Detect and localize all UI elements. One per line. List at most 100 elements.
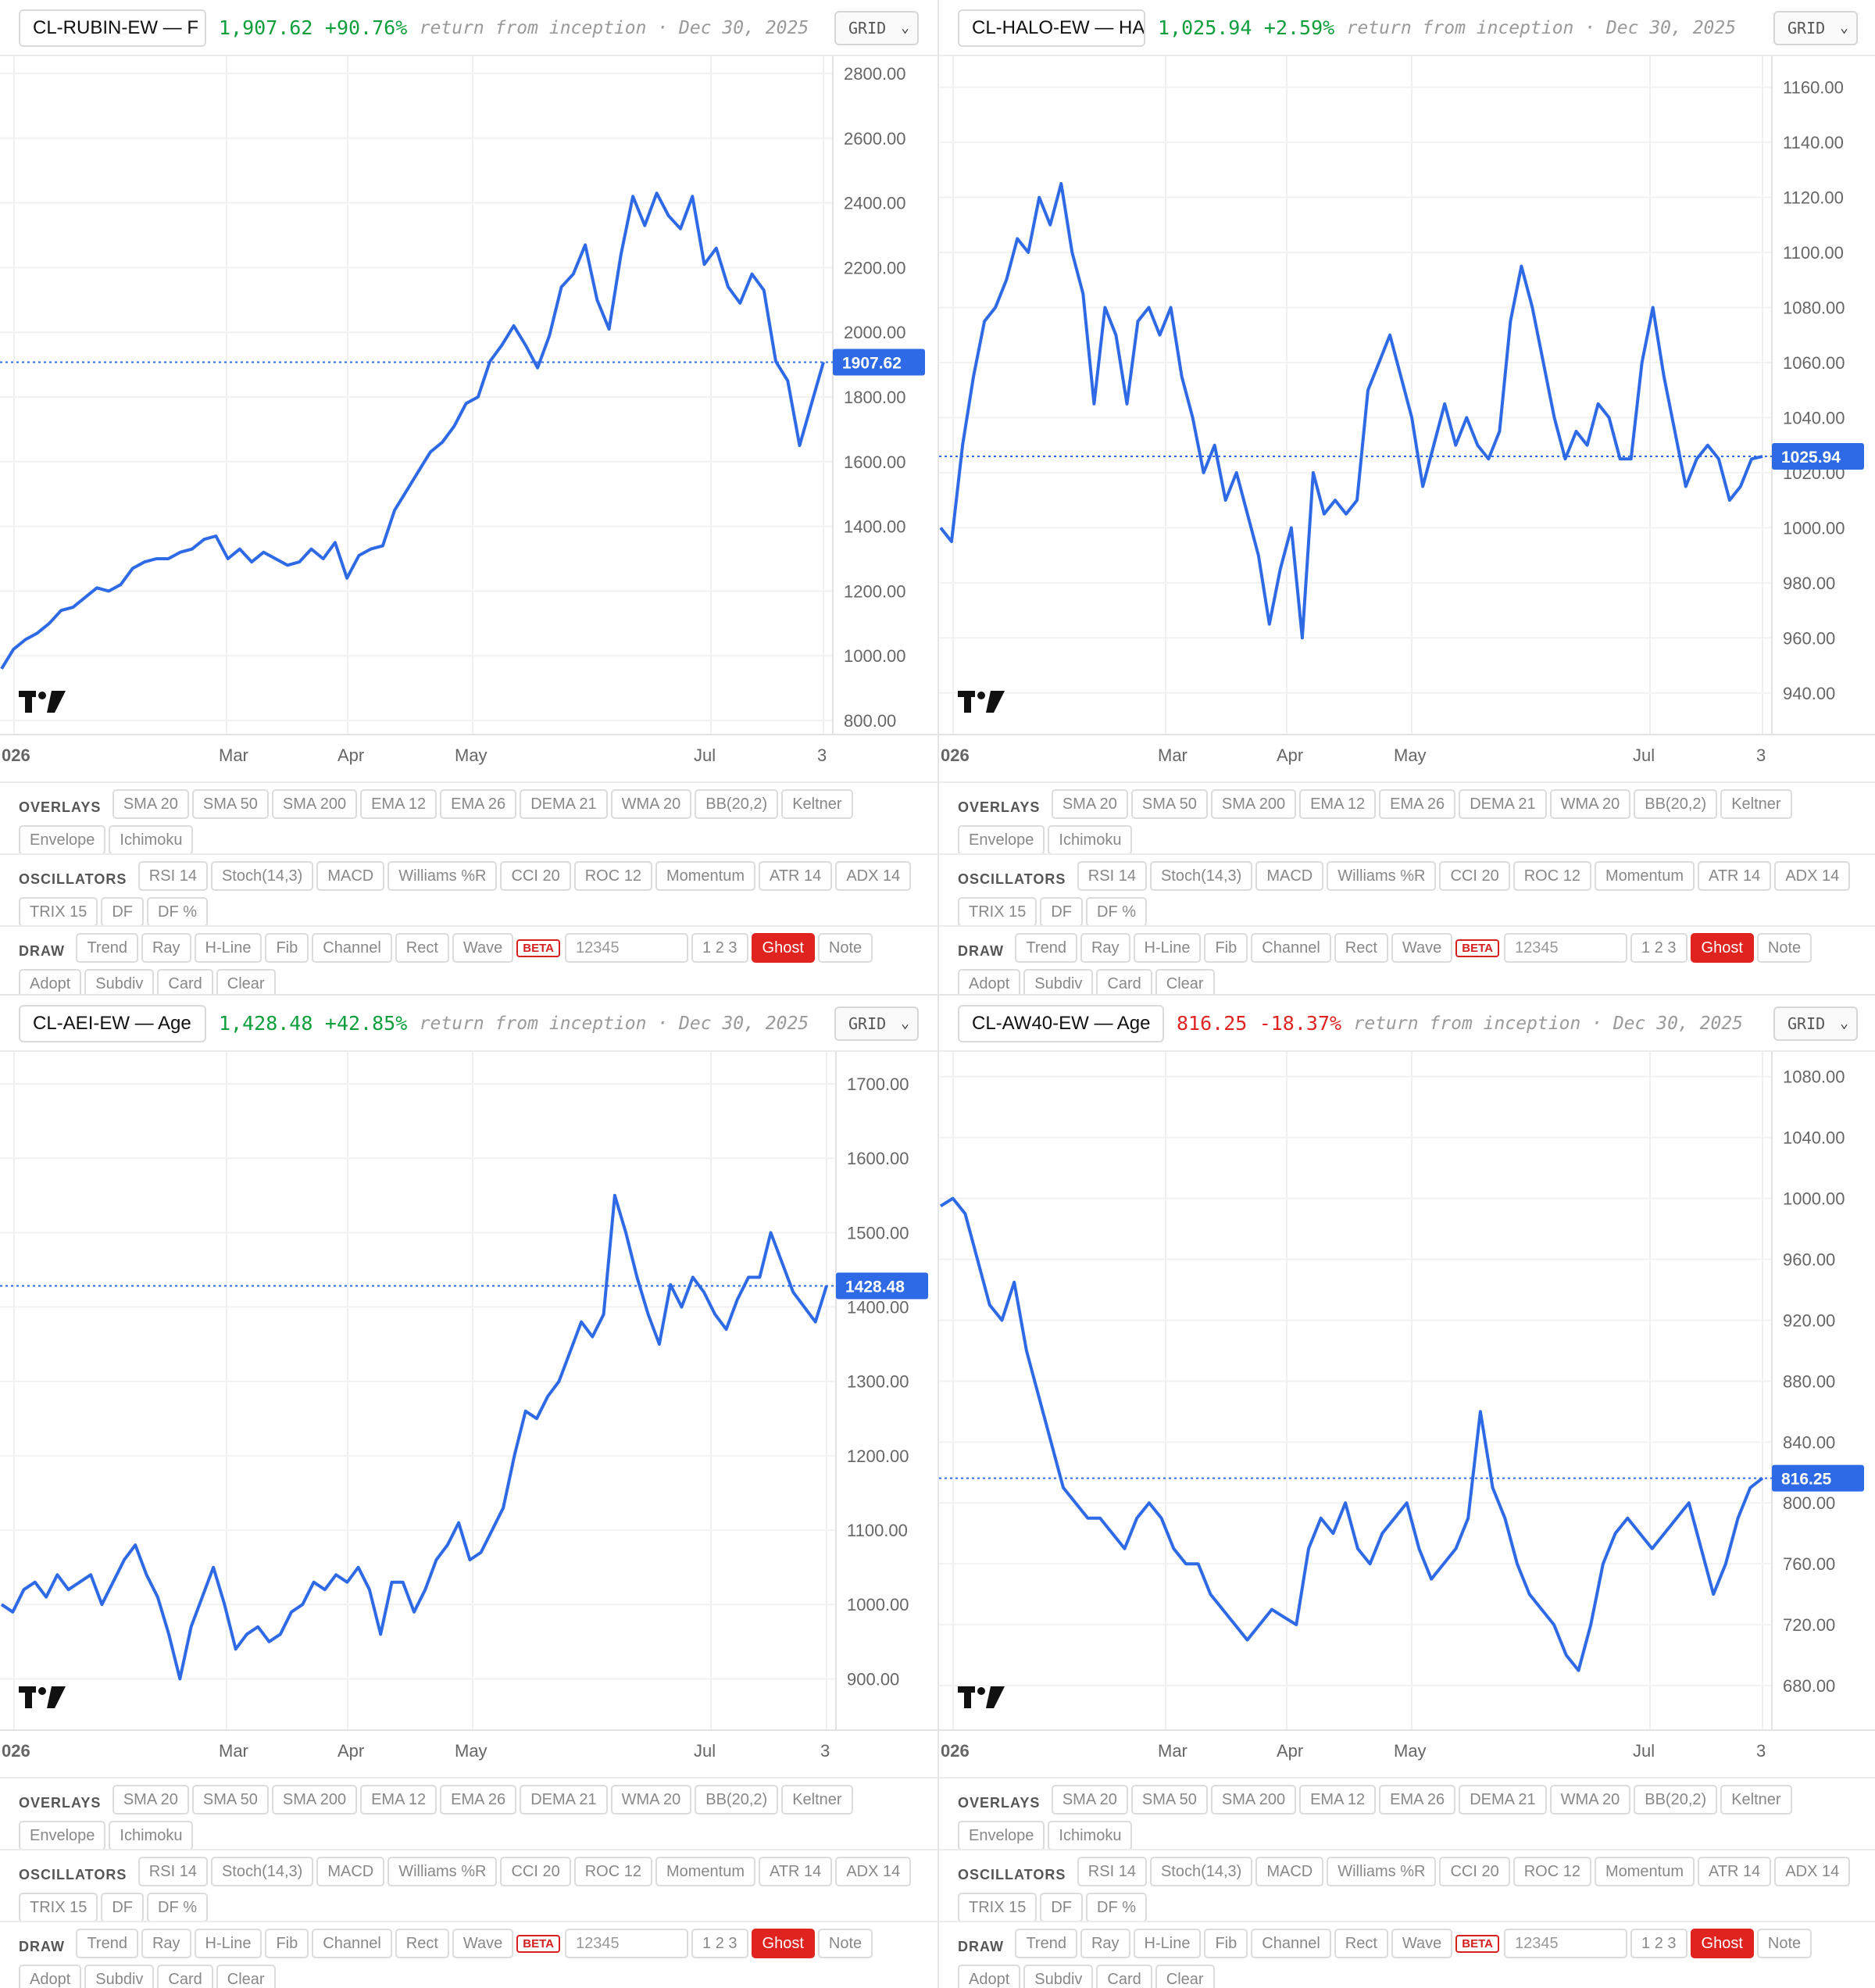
draw-ghost-button[interactable]: Ghost — [1690, 933, 1754, 963]
overlay-dema-21-button[interactable]: DEMA 21 — [1459, 789, 1547, 819]
price-chart[interactable]: 1160.00 1140.00 1120.00 1100.00 1080.00 1060.… — [939, 56, 1875, 781]
draw-ray-button[interactable]: Ray — [1080, 1929, 1130, 1958]
draw-note-button[interactable]: Note — [1756, 933, 1812, 963]
oscillator-macd-button[interactable]: MACD — [316, 861, 385, 891]
overlay-ema-26-button[interactable]: EMA 26 — [1379, 789, 1456, 819]
draw-wave-button[interactable]: Wave — [1391, 1929, 1453, 1958]
layout-mode-select[interactable]: GRID ⌄ — [1773, 1007, 1858, 1041]
overlay-envelope-button[interactable]: Envelope — [19, 1821, 106, 1850]
price-chart[interactable]: 1700.00 1600.00 1500.00 1400.00 1300.00 1200.… — [0, 1052, 938, 1777]
oscillator-adx-14-button[interactable]: ADX 14 — [1774, 1857, 1851, 1886]
draw-wave-button[interactable]: Wave — [452, 1929, 514, 1958]
oscillator-roc-12-button[interactable]: ROC 12 — [573, 1857, 652, 1886]
overlay-sma-200-button[interactable]: SMA 200 — [271, 789, 358, 819]
oscillator-atr-14-button[interactable]: ATR 14 — [1697, 1857, 1772, 1886]
draw-h-line-button[interactable]: H-Line — [1133, 933, 1202, 963]
oscillator-trix-15-button[interactable]: TRIX 15 — [958, 897, 1038, 927]
price-chart[interactable]: 2800.00 2600.00 2400.00 2200.00 2000.00 1800.… — [0, 56, 938, 781]
overlay-ema-26-button[interactable]: EMA 26 — [1379, 1785, 1456, 1815]
oscillator-stoch-14-3-button[interactable]: Stoch(14,3) — [210, 861, 314, 891]
oscillator-roc-12-button[interactable]: ROC 12 — [573, 861, 652, 891]
overlay-ichimoku-button[interactable]: Ichimoku — [109, 825, 194, 855]
oscillator-stoch-14-3-button[interactable]: Stoch(14,3) — [1149, 861, 1253, 891]
draw-clear-button[interactable]: Clear — [216, 969, 276, 994]
oscillator-stoch-14-3-button[interactable]: Stoch(14,3) — [210, 1857, 314, 1886]
draw-channel-button[interactable]: Channel — [1251, 933, 1331, 963]
oscillator-rsi-14-button[interactable]: RSI 14 — [138, 861, 208, 891]
overlay-bb-20-2-button[interactable]: BB(20,2) — [1634, 789, 1718, 819]
draw-h-line-button[interactable]: H-Line — [1133, 1929, 1202, 1958]
overlay-sma-50-button[interactable]: SMA 50 — [1130, 789, 1208, 819]
draw-adopt-button[interactable]: Adopt — [19, 1965, 82, 1988]
draw-note-button[interactable]: Note — [1756, 1929, 1812, 1958]
overlay-sma-20-button[interactable]: SMA 20 — [1051, 1785, 1128, 1815]
oscillator-rsi-14-button[interactable]: RSI 14 — [1077, 861, 1147, 891]
draw-rect-button[interactable]: Rect — [1334, 1929, 1388, 1958]
overlay-envelope-button[interactable]: Envelope — [19, 825, 106, 855]
overlay-sma-20-button[interactable]: SMA 20 — [1051, 789, 1128, 819]
layout-mode-select[interactable]: GRID ⌄ — [1773, 11, 1858, 45]
oscillator-atr-14-button[interactable]: ATR 14 — [758, 861, 833, 891]
draw-clear-button[interactable]: Clear — [1155, 969, 1215, 994]
draw-1-2-3-button[interactable]: 1 2 3 — [1630, 933, 1688, 963]
draw-1-2-3-button[interactable]: 1 2 3 — [691, 1929, 748, 1958]
oscillator-macd-button[interactable]: MACD — [316, 1857, 385, 1886]
oscillator-df-button[interactable]: DF — [101, 897, 145, 927]
overlay-keltner-button[interactable]: Keltner — [1720, 789, 1792, 819]
draw-card-button[interactable]: Card — [157, 969, 213, 994]
draw-ghost-button[interactable]: Ghost — [751, 933, 815, 963]
oscillator-rsi-14-button[interactable]: RSI 14 — [138, 1857, 208, 1886]
overlay-wma-20-button[interactable]: WMA 20 — [610, 1785, 692, 1815]
overlay-ichimoku-button[interactable]: Ichimoku — [1048, 825, 1133, 855]
draw-ray-button[interactable]: Ray — [141, 933, 191, 963]
oscillator-cci-20-button[interactable]: CCI 20 — [1439, 861, 1510, 891]
overlay-sma-20-button[interactable]: SMA 20 — [112, 789, 189, 819]
overlay-sma-50-button[interactable]: SMA 50 — [1130, 1785, 1208, 1815]
draw-clear-button[interactable]: Clear — [216, 1965, 276, 1988]
overlay-dema-21-button[interactable]: DEMA 21 — [520, 1785, 608, 1815]
overlay-ema-12-button[interactable]: EMA 12 — [1299, 1785, 1377, 1815]
draw-subdiv-button[interactable]: Subdiv — [84, 1965, 155, 1988]
draw-card-button[interactable]: Card — [1096, 1965, 1152, 1988]
draw-fib-button[interactable]: Fib — [1204, 1929, 1248, 1958]
overlay-ema-26-button[interactable]: EMA 26 — [440, 1785, 517, 1815]
draw-clear-button[interactable]: Clear — [1155, 1965, 1215, 1988]
layout-mode-select[interactable]: GRID ⌄ — [834, 11, 919, 45]
draw-channel-button[interactable]: Channel — [312, 1929, 392, 1958]
oscillator-roc-12-button[interactable]: ROC 12 — [1512, 861, 1591, 891]
draw-channel-button[interactable]: Channel — [1251, 1929, 1331, 1958]
wave-count-input[interactable]: 12345 — [565, 933, 689, 963]
oscillator-df-percent-button[interactable]: DF % — [1086, 897, 1148, 927]
oscillator-williams-r-button[interactable]: Williams %R — [388, 861, 498, 891]
draw-adopt-button[interactable]: Adopt — [19, 969, 82, 994]
oscillator-df-percent-button[interactable]: DF % — [147, 1893, 209, 1922]
oscillator-rsi-14-button[interactable]: RSI 14 — [1077, 1857, 1147, 1886]
oscillator-trix-15-button[interactable]: TRIX 15 — [958, 1893, 1038, 1922]
oscillator-trix-15-button[interactable]: TRIX 15 — [19, 897, 98, 927]
draw-subdiv-button[interactable]: Subdiv — [1023, 969, 1094, 994]
symbol-name-field[interactable]: CL-HALO-EW — HA — [958, 9, 1145, 47]
draw-rect-button[interactable]: Rect — [395, 1929, 449, 1958]
draw-note-button[interactable]: Note — [817, 933, 873, 963]
oscillator-df-button[interactable]: DF — [1040, 1893, 1084, 1922]
oscillator-adx-14-button[interactable]: ADX 14 — [835, 861, 912, 891]
overlay-bb-20-2-button[interactable]: BB(20,2) — [695, 789, 779, 819]
oscillator-macd-button[interactable]: MACD — [1255, 861, 1324, 891]
draw-note-button[interactable]: Note — [817, 1929, 873, 1958]
draw-card-button[interactable]: Card — [157, 1965, 213, 1988]
draw-rect-button[interactable]: Rect — [395, 933, 449, 963]
wave-count-input[interactable]: 12345 — [565, 1929, 689, 1958]
layout-mode-select[interactable]: GRID ⌄ — [834, 1007, 919, 1041]
draw-trend-button[interactable]: Trend — [1015, 933, 1077, 963]
draw-1-2-3-button[interactable]: 1 2 3 — [691, 933, 748, 963]
overlay-sma-50-button[interactable]: SMA 50 — [191, 1785, 269, 1815]
draw-trend-button[interactable]: Trend — [1015, 1929, 1077, 1958]
draw-fib-button[interactable]: Fib — [1204, 933, 1248, 963]
draw-adopt-button[interactable]: Adopt — [958, 1965, 1021, 1988]
overlay-ichimoku-button[interactable]: Ichimoku — [1048, 1821, 1133, 1850]
overlay-wma-20-button[interactable]: WMA 20 — [610, 789, 692, 819]
overlay-bb-20-2-button[interactable]: BB(20,2) — [1634, 1785, 1718, 1815]
overlay-envelope-button[interactable]: Envelope — [958, 1821, 1045, 1850]
symbol-name-field[interactable]: CL-RUBIN-EW — F — [19, 9, 206, 47]
oscillator-atr-14-button[interactable]: ATR 14 — [758, 1857, 833, 1886]
